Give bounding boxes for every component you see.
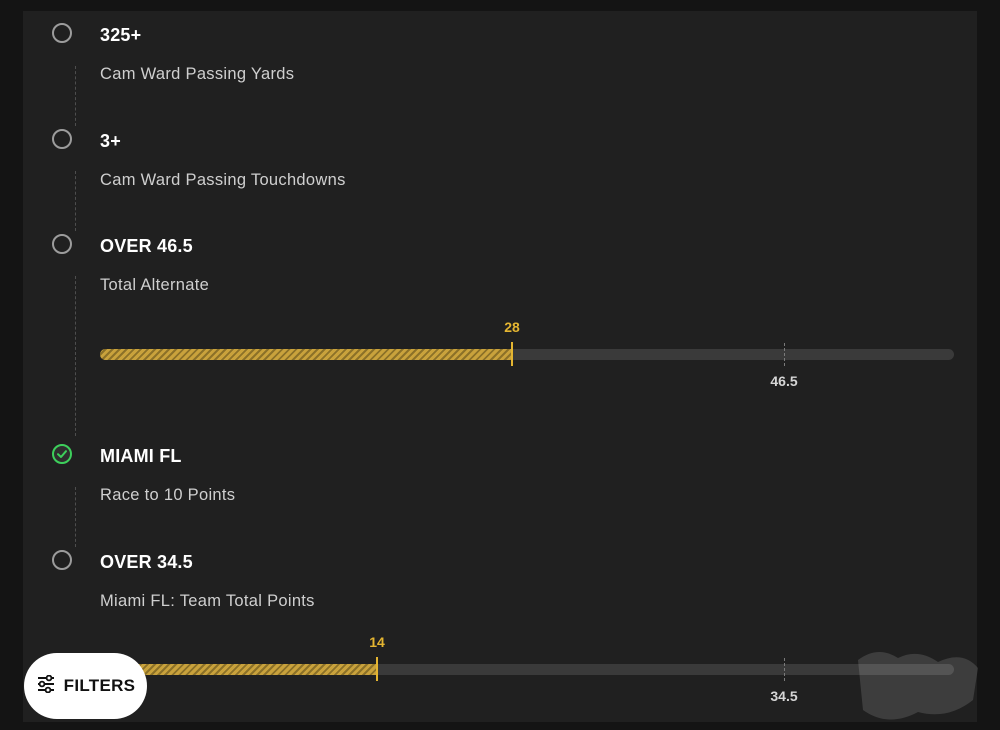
pending-status-icon [52,129,72,149]
leg-title: OVER 46.5 [100,236,193,256]
leg-connector [75,276,76,436]
progress-current-marker [511,342,513,366]
filters-button[interactable]: FILTERS [24,653,147,719]
leg-connector [75,171,76,231]
leg-market: Cam Ward Passing Yards [100,65,295,83]
leg-title: MIAMI FL [100,446,182,466]
leg-market: Cam Ward Passing Touchdowns [100,171,346,189]
sliders-icon [36,674,56,698]
progress-fill [100,349,512,360]
leg-market: Race to 10 Points [100,486,236,504]
leg-connector [75,487,76,547]
leg-title: 325+ [100,25,142,45]
current-value-label: 14 [369,634,385,650]
progress-fill [100,664,377,675]
pending-status-icon [52,550,72,570]
current-value-label: 28 [504,319,520,335]
leg-market: Total Alternate [100,276,210,294]
team-logo-watermark [858,651,978,720]
progress-track: 28 46.5 [100,319,954,389]
leg-market: Miami FL: Team Total Points [100,592,315,610]
progress-track: 14 34.5 [100,634,954,704]
line-tick [784,343,785,366]
progress-current-marker [376,657,378,681]
leg-title: OVER 34.5 [100,552,193,572]
line-value-label: 46.5 [770,373,798,389]
bet-legs-panel: 325+ Cam Ward Passing Yards 3+ Cam Ward … [23,11,977,722]
leg-connector [75,66,76,126]
pending-status-icon [52,234,72,254]
leg-title: 3+ [100,131,121,151]
line-tick [784,658,785,681]
check-icon [52,444,72,464]
pending-status-icon [52,23,72,43]
filters-label: FILTERS [63,676,136,695]
line-value-label: 34.5 [770,688,798,704]
